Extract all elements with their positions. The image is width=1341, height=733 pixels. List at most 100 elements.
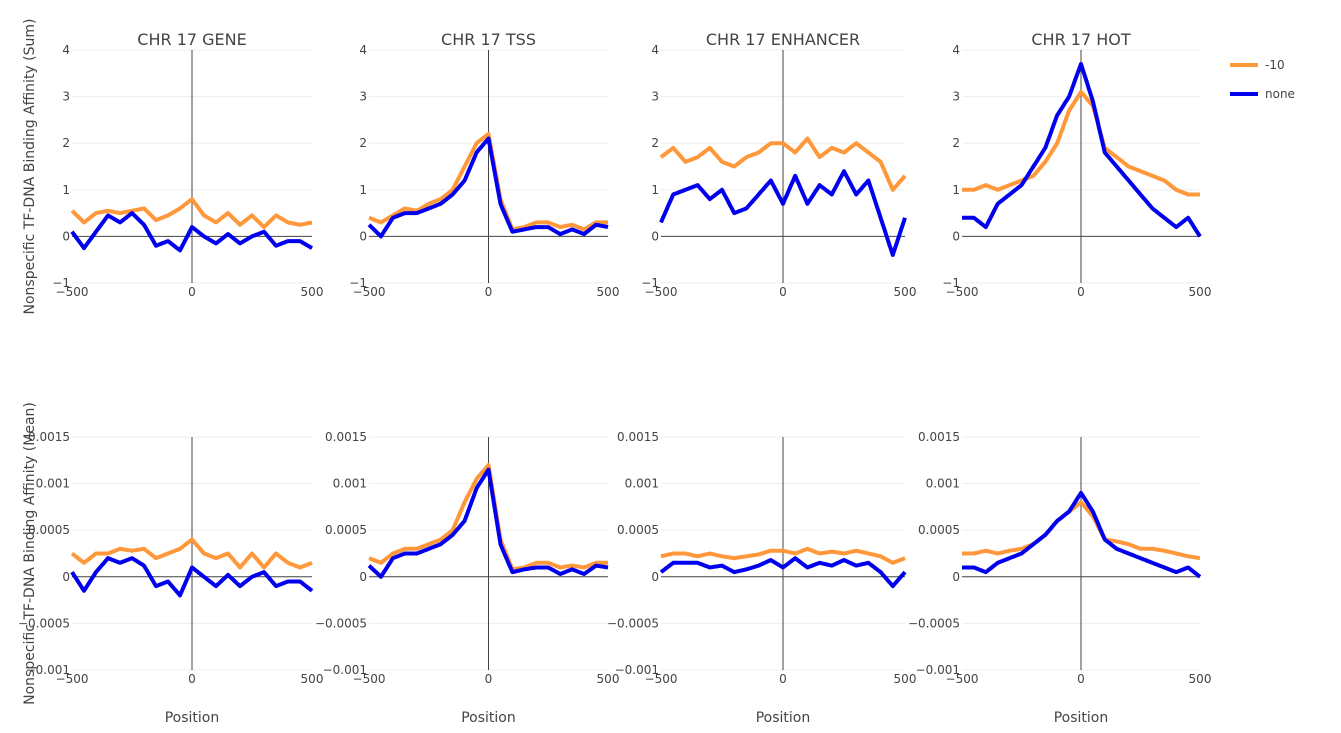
series-line-none [367,467,609,579]
y-tick-label: 0 [651,229,659,243]
y-tick-label: −1 [349,276,367,290]
y-tick-label: 2 [62,136,70,150]
x-tick-label: 0 [485,672,493,686]
y-tick-label: −0.001 [916,663,960,677]
y-tick-label: 2 [952,136,960,150]
y-tick-label: 0.001 [926,477,960,491]
x-tick-label: −500 [56,672,89,686]
y-axis-title: Nonspecific TF-DNA Binding Affinity (Sum… [22,19,38,315]
subplot-r1-c1: −0.001 −0.0005 0 0.0005 0.001 0.0015 −500 0 500 P… [315,430,620,726]
subplot-r0-c1: −1 0 1 2 3 4 −500 0 500 CHR 17 TSS [349,30,619,299]
series-line-minus10 [70,197,313,230]
y-tick-label: −0.0005 [315,616,367,630]
y-tick-label: 1 [62,183,70,197]
x-tick-label: 0 [485,285,493,299]
series-line-none [961,62,1202,238]
subplot-r1-c3: −0.001 −0.0005 0 0.0005 0.001 0.0015 −500 0 500 P… [908,430,1212,726]
series-line-none [367,136,609,239]
y-tick-label: 0.001 [36,477,70,491]
y-tick-label: 4 [952,43,960,57]
y-tick-label: 0.0015 [617,430,659,444]
x-tick-label: −500 [645,672,678,686]
y-tick-label: 0.0005 [617,523,659,537]
y-tick-label: 0.001 [333,477,367,491]
y-tick-label: 0.001 [625,477,659,491]
y-tick-label: 4 [359,43,367,57]
y-tick-label: 0 [62,229,70,243]
y-tick-label: 1 [952,183,960,197]
legend[interactable]: -10 none [1230,58,1295,101]
x-tick-label: 0 [779,285,787,299]
subplot-grid: −1 0 1 2 3 4 −500 0 500 CHR 17 GENE −1 0 1 2 3 4 −500 0 50… [18,19,1212,726]
subplot-r0-c3: −1 0 1 2 3 4 −500 0 500 CHR 17 HOT [942,30,1211,299]
series-line-none [659,556,907,589]
x-tick-label: 500 [597,672,620,686]
x-tick-label: 500 [1189,672,1212,686]
y-tick-label: 1 [651,183,659,197]
legend-label: -10 [1265,58,1285,72]
y-tick-label: −0.0005 [607,616,659,630]
y-tick-label: 4 [62,43,70,57]
x-tick-label: 0 [188,285,196,299]
x-tick-label: −500 [946,672,979,686]
series-line-none [70,556,314,598]
y-tick-label: 0.0005 [918,523,960,537]
subplot-title: CHR 17 TSS [441,30,536,49]
y-tick-label: 3 [359,90,367,104]
y-tick-label: −0.0005 [908,616,960,630]
x-tick-label: 500 [301,672,324,686]
x-axis-title: Position [165,710,220,726]
y-tick-label: −0.001 [323,663,367,677]
series-line-minus10 [961,500,1201,561]
y-tick-label: 2 [651,136,659,150]
subplot-r0-c0: −1 0 1 2 3 4 −500 0 500 CHR 17 GENE [52,30,323,299]
subplot-r1-c2: −0.001 −0.0005 0 0.0005 0.001 0.0015 −500 0 500 P… [607,430,917,726]
legend-item[interactable]: none [1230,87,1295,101]
x-tick-label: 500 [894,672,917,686]
y-tick-label: 0 [952,229,960,243]
y-tick-label: 0 [952,570,960,584]
x-tick-label: −500 [353,285,386,299]
y-tick-label: 0.0015 [28,430,70,444]
series-line-minus10 [368,131,609,232]
y-tick-label: 0.0015 [918,430,960,444]
series-line-none [961,490,1202,579]
y-tick-label: 0 [62,570,70,584]
legend-item[interactable]: -10 [1230,58,1285,72]
y-tick-label: 2 [359,136,367,150]
series-line-none [659,169,907,257]
subplot-r1-c0: −0.001 −0.0005 0 0.0005 0.001 0.0015 −500 0 500 P… [18,430,324,726]
y-tick-label: −0.001 [26,663,70,677]
x-tick-label: 0 [779,672,787,686]
x-tick-label: 500 [301,285,324,299]
y-tick-label: 0.0005 [325,523,367,537]
series-line-minus10 [660,546,906,565]
x-axis-title: Position [1054,710,1109,726]
y-tick-label: −1 [942,276,960,290]
y-tick-label: 3 [651,90,659,104]
y-tick-label: −1 [641,276,659,290]
series-line-none [70,211,314,253]
x-tick-label: 500 [1189,285,1212,299]
x-axis-title: Position [756,710,811,726]
x-axis-title: Position [461,710,516,726]
subplot-title: CHR 17 ENHANCER [706,30,860,49]
y-tick-label: 0 [651,570,659,584]
series-line-minus10 [368,463,609,572]
legend-label: none [1265,87,1295,101]
y-tick-label: −1 [52,276,70,290]
series-line-minus10 [961,89,1201,197]
subplot-title: CHR 17 HOT [1031,30,1130,49]
series-line-minus10 [70,537,313,570]
x-tick-label: 0 [1077,672,1085,686]
subplot-title: CHR 17 GENE [137,30,246,49]
y-tick-label: 0.0005 [28,523,70,537]
x-tick-label: −500 [645,285,678,299]
y-tick-label: −0.001 [615,663,659,677]
x-tick-label: 500 [597,285,620,299]
x-tick-label: −500 [353,672,386,686]
y-tick-label: 0 [359,229,367,243]
series-line-minus10 [659,136,907,192]
y-tick-label: 0 [359,570,367,584]
